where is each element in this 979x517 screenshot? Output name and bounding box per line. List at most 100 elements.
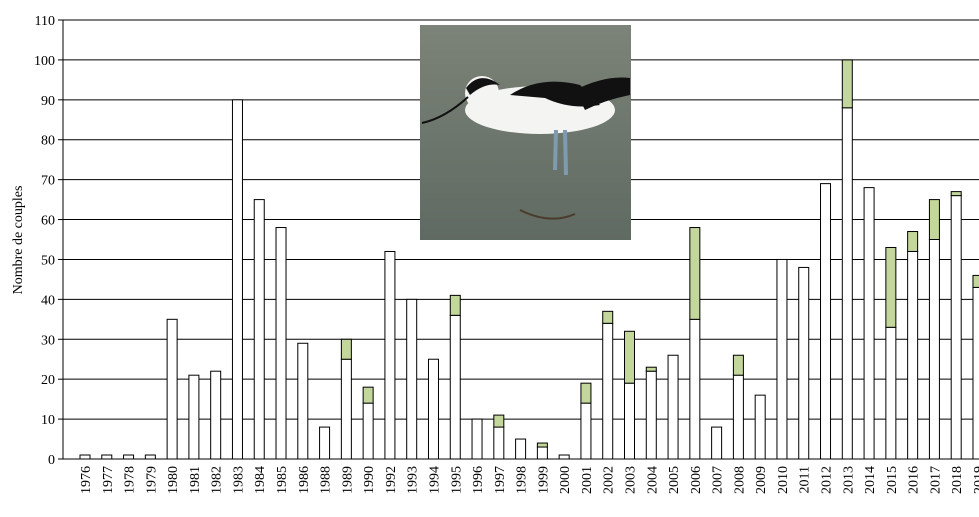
bar-segment — [799, 267, 809, 459]
x-tick-label: 1999 — [536, 466, 551, 494]
bar-segment — [189, 375, 199, 459]
x-tick-label: 2012 — [820, 466, 835, 494]
y-tick-label: 110 — [35, 14, 55, 29]
x-tick-label: 2003 — [624, 466, 639, 494]
x-tick-label: 1989 — [340, 466, 355, 494]
x-tick-label: 1992 — [384, 466, 399, 494]
bar-segment — [450, 315, 460, 459]
bar-segment — [951, 196, 961, 459]
x-tick-label: 1993 — [406, 466, 421, 494]
x-tick-label: 1997 — [493, 466, 508, 494]
y-tick-label: 30 — [41, 333, 55, 348]
y-tick-label: 50 — [41, 253, 55, 268]
bar-segment — [537, 447, 547, 459]
x-tick-label: 2017 — [928, 466, 943, 494]
x-tick-label: 1979 — [144, 466, 159, 494]
bar-segment — [603, 311, 613, 323]
y-tick-label: 40 — [41, 293, 55, 308]
bar-segment — [167, 319, 177, 459]
bar-segment — [842, 60, 852, 108]
x-tick-label: 1998 — [515, 466, 530, 494]
y-axis-label: Nombre de couples — [11, 186, 26, 295]
x-tick-label: 2004 — [645, 466, 660, 494]
bar-segment — [320, 427, 330, 459]
x-tick-label: 1996 — [471, 466, 486, 494]
bar-segment — [494, 415, 504, 427]
bar-segment — [777, 259, 787, 459]
x-tick-label: 2015 — [885, 466, 900, 494]
bar-segment — [929, 200, 939, 240]
chart: Nombre de couples 0102030405060708090100… — [0, 0, 979, 512]
y-tick-label: 20 — [41, 373, 55, 388]
bar-segment — [755, 395, 765, 459]
x-tick-label: 2001 — [580, 466, 595, 494]
bar-segment — [646, 371, 656, 459]
bar-segment — [298, 343, 308, 459]
bar-segment — [886, 327, 896, 459]
bar-segment — [625, 331, 635, 383]
bar-segment — [951, 192, 961, 196]
bar-segment — [908, 232, 918, 252]
bar-segment — [341, 359, 351, 459]
x-tick-label: 2016 — [907, 466, 922, 494]
bar-segment — [973, 287, 979, 459]
bar-segment — [341, 339, 351, 359]
bar-segment — [80, 455, 90, 459]
bar-segment — [407, 299, 417, 459]
bar-segment — [690, 228, 700, 320]
bar-segment — [428, 359, 438, 459]
bar-segment — [211, 371, 221, 459]
bar-segment — [973, 275, 979, 287]
bar-segment — [733, 375, 743, 459]
x-tick-label: 2018 — [950, 466, 965, 494]
bar-segment — [581, 383, 591, 403]
y-tick-label: 100 — [34, 54, 55, 69]
x-tick-label: 2010 — [776, 466, 791, 494]
x-tick-label: 1976 — [79, 466, 94, 494]
x-tick-label: 1994 — [427, 466, 442, 494]
bar-segment — [646, 367, 656, 371]
x-tick-label: 1985 — [275, 466, 290, 494]
bar-segment — [145, 455, 155, 459]
x-tick-label: 1977 — [101, 466, 116, 494]
bar-segment — [124, 455, 134, 459]
bar-segment — [603, 323, 613, 459]
x-tick-label: 1978 — [123, 466, 138, 494]
y-tick-label: 90 — [41, 94, 55, 109]
x-tick-label: 2002 — [602, 466, 617, 494]
bar-segment — [232, 100, 242, 459]
bar-segment — [537, 443, 547, 447]
bar-segment — [908, 251, 918, 459]
bar-segment — [102, 455, 112, 459]
bar-segment — [516, 439, 526, 459]
page: Nombre de couples 0102030405060708090100… — [0, 0, 979, 512]
x-tick-label: 2000 — [558, 466, 573, 494]
x-tick-label: 2011 — [798, 466, 813, 493]
x-tick-label: 2019 — [972, 466, 979, 494]
y-tick-label: 10 — [41, 413, 55, 428]
bar-segment — [733, 355, 743, 375]
bar-segment — [363, 403, 373, 459]
x-tick-label: 1982 — [210, 466, 225, 494]
x-tick-label: 1980 — [166, 466, 181, 494]
bar-segment — [254, 200, 264, 459]
bar-segment — [821, 184, 831, 459]
x-tick-label: 1988 — [319, 466, 334, 494]
bar-segment — [712, 427, 722, 459]
bird-photo — [420, 25, 631, 240]
y-tick-label: 60 — [41, 214, 55, 229]
x-tick-label: 1981 — [188, 466, 203, 494]
bar-segment — [472, 419, 482, 459]
x-tick-label: 2006 — [689, 466, 704, 494]
x-tick-label: 2007 — [711, 466, 726, 494]
x-tick-label: 1984 — [253, 466, 268, 494]
bar-segment — [385, 251, 395, 459]
x-tick-label: 1983 — [231, 466, 246, 494]
x-tick-label: 1990 — [362, 466, 377, 494]
bar-segment — [625, 383, 635, 459]
x-tick-label: 2014 — [863, 466, 878, 494]
x-tick-label: 2009 — [754, 466, 769, 494]
bar-segment — [886, 247, 896, 327]
bar-segment — [668, 355, 678, 459]
x-tick-label: 2008 — [732, 466, 747, 494]
